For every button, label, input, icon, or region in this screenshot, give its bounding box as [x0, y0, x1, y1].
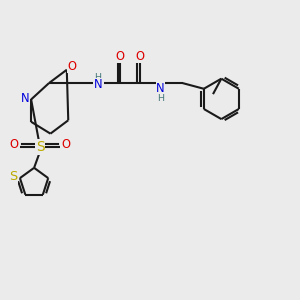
Text: H: H — [157, 94, 164, 103]
Text: H: H — [94, 73, 101, 82]
Text: O: O — [9, 138, 18, 151]
Text: O: O — [67, 60, 76, 73]
Text: O: O — [116, 50, 125, 63]
Text: N: N — [156, 82, 165, 95]
Text: O: O — [62, 138, 71, 151]
Text: S: S — [9, 170, 17, 183]
Text: N: N — [94, 78, 102, 91]
Text: S: S — [36, 140, 44, 154]
Text: O: O — [135, 50, 144, 63]
Text: N: N — [21, 92, 29, 105]
